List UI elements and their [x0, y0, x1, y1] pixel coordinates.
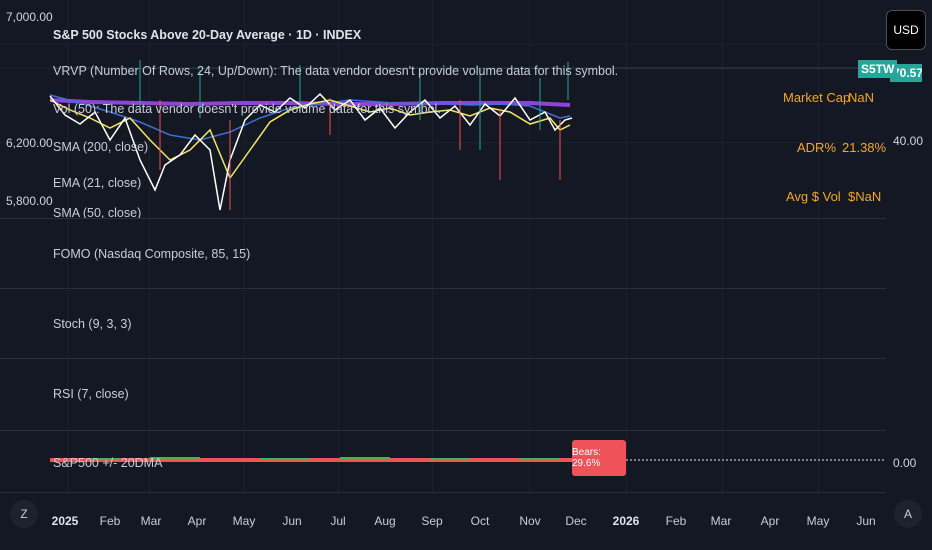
time-label: Oct [470, 514, 490, 528]
pane-separator[interactable] [0, 430, 886, 431]
time-label: Feb [99, 514, 121, 528]
sp500-breadth-chart[interactable] [0, 440, 886, 480]
s5tw-symbol-tag: S5TW [858, 60, 898, 78]
grid-vline [626, 0, 627, 494]
time-label: Sep [421, 514, 443, 528]
legend-sp500[interactable]: S&P500 +/- 20DMA [53, 456, 163, 470]
grid-hline [0, 44, 886, 45]
grid-hline [0, 68, 886, 69]
price-tick: 7,000.00 [6, 10, 53, 24]
grid-vline [338, 0, 339, 494]
time-label: May [806, 514, 830, 528]
legend-fomo[interactable]: FOMO (Nasdaq Composite, 85, 15) [53, 247, 251, 261]
grid-vline [818, 0, 819, 494]
time-label: 2026 [612, 514, 640, 528]
grid-vline [722, 0, 723, 494]
grid-vline [244, 0, 245, 494]
time-label: Feb [665, 514, 687, 528]
time-label: Jul [330, 514, 346, 528]
price-line [49, 92, 573, 211]
pane-separator[interactable] [0, 358, 886, 359]
legend-sma50[interactable]: SMA (50, close) [53, 206, 142, 218]
right-axis-tick: 0.00 [893, 456, 917, 470]
legend-vol[interactable]: Vol (50): The data vendor doesn't provid… [53, 102, 441, 116]
zoom-button[interactable]: Z [10, 500, 38, 528]
s5tw-value-tag: 70.57 [890, 64, 922, 82]
auto-scale-button[interactable]: A [894, 500, 922, 528]
time-label: Mar [140, 514, 162, 528]
grid-vline [149, 0, 150, 494]
avg-vol-label: Avg $ Vol [786, 189, 841, 204]
price-tick: 6,200.00 [6, 136, 53, 150]
time-label: Nov [519, 514, 541, 528]
time-label: Apr [760, 514, 780, 528]
pane-separator[interactable] [0, 492, 886, 493]
time-label: Aug [374, 514, 396, 528]
avg-vol-value: $NaN [848, 189, 882, 204]
time-label: 2025 [51, 514, 79, 528]
adr-label: ADR% [797, 140, 837, 155]
adr-value: 21.38% [842, 140, 887, 155]
sma50-line [49, 94, 571, 141]
time-label: May [232, 514, 256, 528]
pane-separator[interactable] [0, 218, 886, 219]
time-label: Dec [565, 514, 587, 528]
main-price-chart[interactable] [0, 0, 886, 218]
legend-ema21[interactable]: EMA (21, close) [53, 176, 142, 190]
pane-separator[interactable] [0, 288, 886, 289]
legend-rsi[interactable]: RSI (7, close) [53, 387, 129, 401]
time-label: Apr [187, 514, 207, 528]
legend-vrvp[interactable]: VRVP (Number Of Rows, 24, Up/Down): The … [53, 64, 619, 78]
market-cap-value: NaN [848, 90, 875, 105]
grid-vline [67, 0, 68, 494]
grid-hline [0, 142, 886, 143]
legend-sma200[interactable]: SMA (200, close) [53, 140, 149, 154]
market-cap-label: Market Cap [783, 90, 851, 105]
time-label: Jun [856, 514, 876, 528]
time-label: Mar [710, 514, 732, 528]
legend-stoch[interactable]: Stoch (9, 3, 3) [53, 317, 132, 331]
right-axis-tick: 40.00 [893, 134, 924, 148]
grid-vline [529, 0, 530, 494]
currency-button[interactable]: USD [886, 10, 926, 50]
price-tick: 5,800.00 [6, 194, 53, 208]
grid-vline [432, 0, 433, 494]
time-label: Jun [282, 514, 302, 528]
bears-badge: Bears: 29.6% [572, 440, 626, 476]
chart-title: S&P 500 Stocks Above 20-Day Average · 1D… [53, 28, 362, 42]
